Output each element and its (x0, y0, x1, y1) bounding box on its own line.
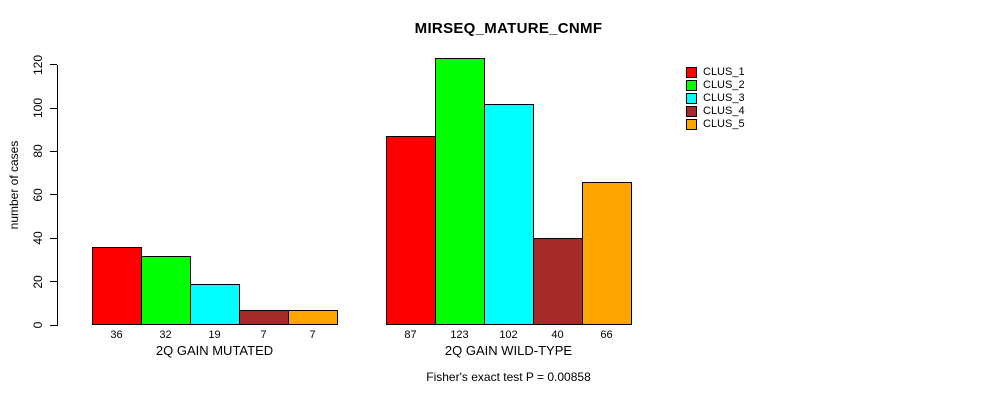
bar-value-label: 40 (551, 329, 564, 341)
legend-label: CLUS_1 (703, 66, 745, 78)
bar-value-label: 7 (260, 329, 267, 341)
bar-clus-4-2q-gain-mutated (239, 310, 289, 325)
bar-clus-1-2q-gain-mutated (92, 247, 142, 325)
bar-value-label: 102 (499, 329, 518, 341)
y-tick-label: 120 (31, 54, 45, 75)
bar-value-label: 19 (208, 329, 221, 341)
y-tick (50, 237, 57, 239)
y-axis-line (57, 64, 58, 326)
bar-clus-5-2q-gain-wild-type (582, 182, 632, 325)
legend-row-clus-5: CLUS_5 (686, 118, 745, 131)
bar-value-label: 36 (110, 329, 123, 341)
legend-label: CLUS_4 (703, 105, 745, 117)
x-group-label-2q-gain-wild-type: 2Q GAIN WILD-TYPE (444, 343, 573, 358)
y-tick-label: 0 (31, 321, 45, 329)
bar-clus-3-2q-gain-mutated (190, 284, 240, 325)
y-tick-label: 40 (31, 231, 45, 245)
legend-row-clus-3: CLUS_3 (686, 92, 745, 105)
bar-value-label: 32 (159, 329, 172, 341)
chart-title: MIRSEQ_MATURE_CNMF (414, 20, 603, 37)
legend-row-clus-2: CLUS_2 (686, 79, 745, 92)
legend-row-clus-1: CLUS_1 (686, 66, 745, 79)
bar-clus-4-2q-gain-wild-type (533, 238, 583, 325)
y-tick (50, 150, 57, 152)
y-tick (50, 107, 57, 109)
y-tick (50, 194, 57, 196)
y-tick (50, 64, 57, 66)
legend-swatch-icon (686, 93, 697, 104)
legend: CLUS_1 CLUS_2 CLUS_3 CLUS_4 CLUS_5 (686, 66, 745, 131)
y-tick-label: 80 (31, 144, 45, 159)
y-axis-label: number of cases (7, 140, 21, 230)
fisher-test-note: Fisher's exact test P = 0.00858 (426, 370, 591, 384)
y-tick-label: 20 (31, 274, 45, 289)
legend-label: CLUS_5 (703, 118, 745, 130)
legend-swatch-icon (686, 67, 697, 78)
y-tick (50, 324, 57, 326)
bar-clus-3-2q-gain-wild-type (484, 104, 534, 325)
y-tick (50, 281, 57, 283)
legend-label: CLUS_2 (703, 79, 745, 91)
legend-swatch-icon (686, 106, 697, 117)
legend-label: CLUS_3 (703, 92, 745, 104)
bar-clus-2-2q-gain-wild-type (435, 58, 485, 325)
y-tick-label: 100 (31, 97, 45, 119)
y-tick-label: 60 (31, 188, 45, 202)
bar-clus-2-2q-gain-mutated (141, 256, 191, 325)
bar-clus-1-2q-gain-wild-type (386, 136, 436, 325)
legend-row-clus-4: CLUS_4 (686, 105, 745, 118)
bar-clus-5-2q-gain-mutated (288, 310, 338, 325)
bar-value-label: 87 (404, 329, 417, 341)
legend-swatch-icon (686, 119, 697, 130)
bar-value-label: 66 (600, 329, 613, 341)
x-group-label-2q-gain-mutated: 2Q GAIN MUTATED (155, 343, 274, 358)
bar-value-label: 7 (309, 329, 316, 341)
bar-value-label: 123 (450, 329, 469, 341)
legend-swatch-icon (686, 80, 697, 91)
